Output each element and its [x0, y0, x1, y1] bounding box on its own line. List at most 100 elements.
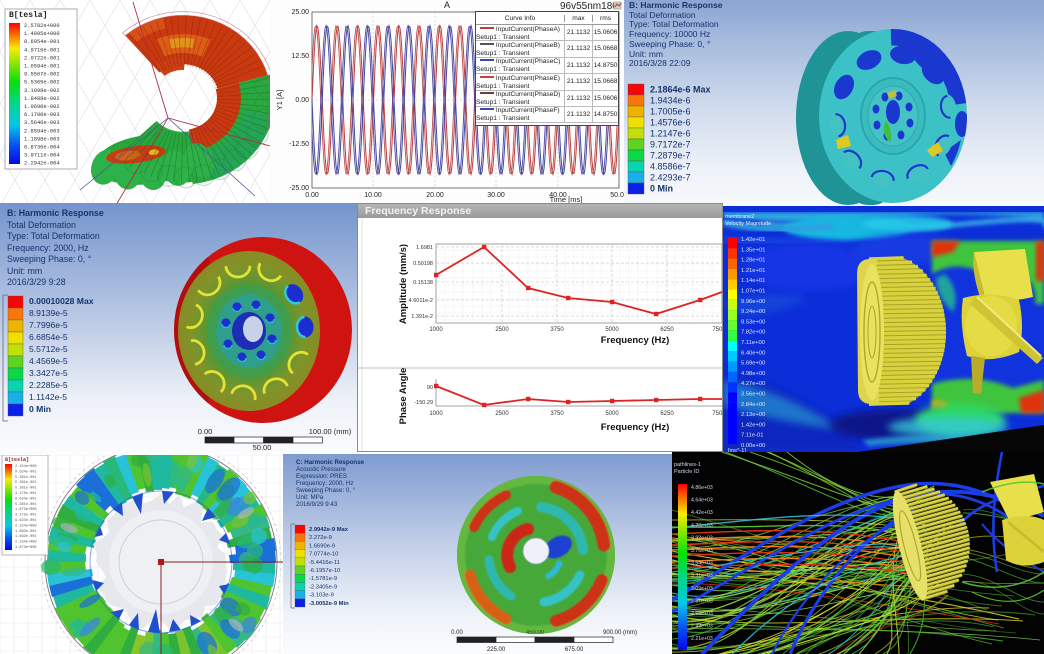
svg-text:6.8736e-004: 6.8736e-004 — [24, 145, 60, 151]
svg-text:1.1142e-5: 1.1142e-5 — [29, 392, 67, 402]
svg-text:9.624e-001: 9.624e-001 — [15, 519, 37, 523]
svg-text:Time [ms]: Time [ms] — [550, 195, 583, 204]
svg-text:3.54e+03: 3.54e+03 — [691, 561, 713, 567]
svg-text:1.07e+01: 1.07e+01 — [741, 289, 765, 295]
svg-text:-6.1957e-10: -6.1957e-10 — [309, 568, 340, 574]
svg-text:20.00: 20.00 — [426, 192, 444, 199]
svg-text:1.892e-001: 1.892e-001 — [15, 535, 37, 539]
svg-text:1.8488e-002: 1.8488e-002 — [24, 96, 60, 102]
svg-text:9.7172e-7: 9.7172e-7 — [650, 140, 691, 150]
svg-text:4.9716e-001: 4.9716e-001 — [24, 47, 60, 53]
svg-text:2.154e+000: 2.154e+000 — [15, 524, 37, 528]
svg-text:5.5365e-002: 5.5365e-002 — [24, 80, 60, 86]
svg-text:1.6594e-001: 1.6594e-001 — [24, 64, 60, 70]
svg-text:5.381e-001: 5.381e-001 — [15, 481, 37, 485]
svg-text:0.15138: 0.15138 — [413, 280, 433, 286]
svg-text:4.27e+00: 4.27e+00 — [741, 381, 765, 387]
svg-text:1.35e+01: 1.35e+01 — [741, 247, 765, 253]
svg-text:5000: 5000 — [605, 327, 619, 333]
svg-text:7.82e+00: 7.82e+00 — [741, 330, 765, 336]
svg-text:1.391e-2: 1.391e-2 — [411, 314, 433, 320]
svg-text:5.69e+00: 5.69e+00 — [741, 361, 765, 367]
svg-text:6.6854e-5: 6.6854e-5 — [29, 332, 68, 342]
svg-text:40.00: 40.00 — [549, 192, 567, 199]
svg-text:4.98e+00: 4.98e+00 — [741, 371, 765, 377]
svg-text:7.2879e-7: 7.2879e-7 — [650, 151, 691, 161]
svg-text:100.00 (mm): 100.00 (mm) — [309, 427, 352, 436]
svg-text:9.96e+00: 9.96e+00 — [741, 299, 765, 305]
svg-text:9.5567e-002: 9.5567e-002 — [24, 72, 60, 78]
svg-text:7.0774e-10: 7.0774e-10 — [309, 552, 338, 558]
svg-text:9.624e-001: 9.624e-001 — [15, 497, 37, 501]
svg-text:1.4095e+000: 1.4095e+000 — [24, 31, 60, 37]
svg-text:B[tesla]: B[tesla] — [9, 11, 47, 20]
svg-text:3.175e-001: 3.175e-001 — [15, 514, 37, 518]
svg-text:2.1864e-6 Max: 2.1864e-6 Max — [650, 85, 711, 95]
svg-text:1.0690e-002: 1.0690e-002 — [24, 104, 60, 110]
svg-text:-150.29: -150.29 — [414, 400, 433, 406]
svg-text:3750: 3750 — [550, 327, 564, 333]
svg-text:2.2942e-004: 2.2942e-004 — [24, 161, 60, 167]
svg-text:0.00: 0.00 — [305, 192, 319, 199]
svg-text:3.5646e-003: 3.5646e-003 — [24, 120, 60, 126]
svg-text:2.154e+000: 2.154e+000 — [15, 465, 37, 469]
svg-text:-3.103e-9: -3.103e-9 — [309, 593, 334, 599]
svg-text:5.381e-001: 5.381e-001 — [15, 487, 37, 491]
svg-text:Amplitude (mm/s): Amplitude (mm/s) — [398, 244, 409, 324]
svg-text:1000: 1000 — [429, 327, 443, 333]
svg-text:2.272e-9: 2.272e-9 — [309, 535, 332, 541]
svg-text:-1.5781e-9: -1.5781e-9 — [309, 576, 337, 582]
svg-text:B[tesla]: B[tesla] — [5, 457, 29, 463]
svg-text:2.154e+000: 2.154e+000 — [15, 541, 37, 545]
svg-text:1.28e+01: 1.28e+01 — [741, 258, 765, 264]
svg-text:8.6054e-001: 8.6054e-001 — [24, 39, 60, 45]
svg-text:2.43e+03: 2.43e+03 — [691, 624, 713, 630]
svg-text:3.98e+03: 3.98e+03 — [691, 535, 713, 541]
svg-text:-25.00: -25.00 — [289, 185, 309, 192]
svg-text:-3.0052e-9 Min: -3.0052e-9 Min — [309, 601, 349, 607]
svg-text:5.381e-001: 5.381e-001 — [15, 503, 37, 507]
svg-text:-2.3405e-9: -2.3405e-9 — [309, 584, 337, 590]
svg-text:1.6981: 1.6981 — [416, 245, 433, 251]
svg-text:3.175e-001: 3.175e-001 — [15, 492, 37, 496]
svg-text:2500: 2500 — [495, 327, 509, 333]
svg-text:225.00: 225.00 — [487, 647, 506, 653]
svg-text:10.00: 10.00 — [364, 192, 382, 199]
svg-text:3.3427e-5: 3.3427e-5 — [29, 368, 68, 378]
svg-text:1.4576e-6: 1.4576e-6 — [650, 118, 691, 128]
svg-text:7.11e+00: 7.11e+00 — [741, 340, 765, 346]
svg-text:0.50198: 0.50198 — [413, 261, 433, 267]
svg-text:2.21e+03: 2.21e+03 — [691, 636, 713, 642]
svg-text:4.64e+03: 4.64e+03 — [691, 498, 713, 504]
svg-text:1.873e+000: 1.873e+000 — [15, 546, 37, 550]
svg-text:12.50: 12.50 — [291, 53, 309, 60]
svg-text:4.4569e-5: 4.4569e-5 — [29, 356, 68, 366]
svg-text:2.13e+00: 2.13e+00 — [741, 412, 765, 418]
svg-text:1.1898e-003: 1.1898e-003 — [24, 136, 60, 142]
svg-text:1000: 1000 — [429, 411, 443, 417]
svg-text:675.00: 675.00 — [565, 647, 584, 653]
svg-text:0.00010028 Max: 0.00010028 Max — [29, 296, 94, 306]
svg-text:3.56e+00: 3.56e+00 — [741, 392, 765, 398]
svg-text:6.40e+00: 6.40e+00 — [741, 350, 765, 356]
svg-text:A: A — [444, 0, 450, 10]
svg-text:2.0722e-001: 2.0722e-001 — [24, 55, 60, 61]
svg-text:2.87e+03: 2.87e+03 — [691, 598, 713, 604]
svg-text:7.7996e-5: 7.7996e-5 — [29, 320, 68, 330]
svg-text:4.86e+03: 4.86e+03 — [691, 485, 713, 491]
svg-text:1.14e+01: 1.14e+01 — [741, 278, 765, 284]
svg-text:3.09e+03: 3.09e+03 — [691, 586, 713, 592]
svg-text:2.2285e-5: 2.2285e-5 — [29, 380, 68, 390]
svg-text:-5.4416e-11: -5.4416e-11 — [309, 560, 340, 566]
svg-text:3.76e+03: 3.76e+03 — [691, 548, 713, 554]
svg-text:1.7005e-6: 1.7005e-6 — [650, 107, 691, 117]
svg-text:1.21e+01: 1.21e+01 — [741, 268, 765, 274]
svg-text:3.1998e-002: 3.1998e-002 — [24, 88, 60, 94]
svg-text:3.31e+03: 3.31e+03 — [691, 573, 713, 579]
svg-text:Frequency (Hz): Frequency (Hz) — [601, 335, 670, 346]
svg-text:3750: 3750 — [550, 411, 564, 417]
svg-text:8.9139e-5: 8.9139e-5 — [29, 308, 68, 318]
svg-text:2.84e+00: 2.84e+00 — [741, 402, 765, 408]
svg-text:0.00: 0.00 — [295, 97, 309, 104]
svg-text:1.6690e-9: 1.6690e-9 — [309, 543, 335, 549]
